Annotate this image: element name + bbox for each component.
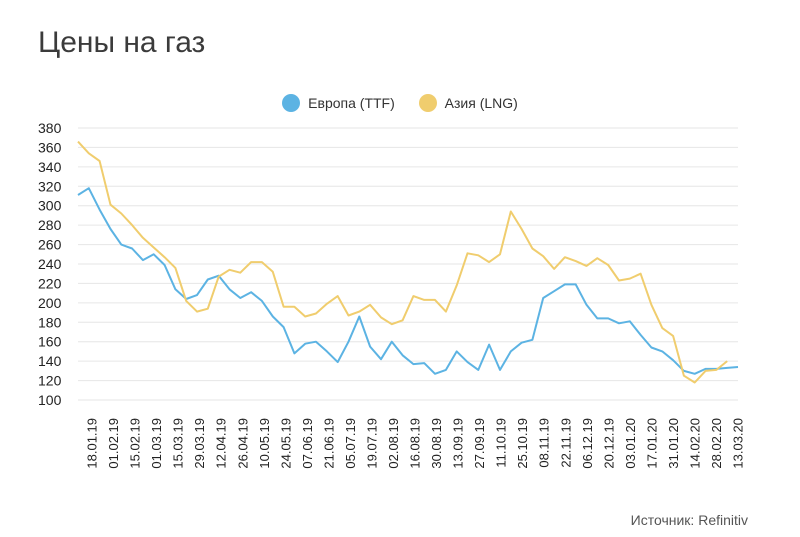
y-tick-label-260: 260 <box>38 237 62 253</box>
legend-label-europe: Европа (TTF) <box>308 95 395 111</box>
x-tick-label-16: 30.08.19 <box>429 418 444 469</box>
legend-marker-asia <box>418 94 437 112</box>
y-tick-label-300: 300 <box>38 198 62 214</box>
x-tick-label-12: 05.07.19 <box>343 418 358 469</box>
x-tick-label-7: 26.04.19 <box>235 418 250 469</box>
y-tick-label-160: 160 <box>38 334 62 350</box>
x-tick-label-17: 13.09.19 <box>451 418 466 469</box>
y-tick-label-180: 180 <box>38 314 62 330</box>
x-tick-label-14: 02.08.19 <box>386 418 401 469</box>
x-tick-label-2: 15.02.19 <box>128 418 143 469</box>
x-tick-label-26: 17.01.20 <box>644 418 659 469</box>
y-tick-label-380: 380 <box>38 120 62 136</box>
x-tick-label-6: 12.04.19 <box>214 418 229 469</box>
x-tick-label-8: 10.05.19 <box>257 418 272 469</box>
y-tick-label-200: 200 <box>38 295 62 311</box>
x-tick-label-11: 21.06.19 <box>321 418 336 469</box>
x-tick-label-18: 27.09.19 <box>472 418 487 469</box>
x-tick-label-13: 19.07.19 <box>364 418 379 469</box>
y-tick-label-340: 340 <box>38 159 62 175</box>
x-tick-label-27: 31.01.20 <box>666 418 681 469</box>
x-tick-label-28: 14.02.20 <box>687 418 702 469</box>
legend: Европа (TTF) Азия (LNG) <box>0 94 800 115</box>
legend-item-asia[interactable]: Азия (LNG) <box>418 94 518 112</box>
y-tick-label-240: 240 <box>38 256 62 272</box>
y-tick-label-220: 220 <box>38 275 62 291</box>
y-tick-label-360: 360 <box>38 139 62 155</box>
series-line-europe <box>77 187 739 375</box>
y-tick-label-120: 120 <box>38 373 62 389</box>
x-tick-label-0: 18.01.19 <box>85 418 100 469</box>
x-tick-label-19: 11.10.19 <box>494 418 509 468</box>
x-tick-label-25: 03.01.20 <box>623 418 638 469</box>
legend-label-asia: Азия (LNG) <box>444 95 518 111</box>
x-tick-label-20: 25.10.19 <box>515 418 530 469</box>
y-tick-label-140: 140 <box>38 353 62 369</box>
chart-title: Цены на газ <box>38 26 206 59</box>
x-tick-label-3: 01.03.19 <box>149 418 164 469</box>
x-tick-label-23: 06.12.19 <box>580 418 595 469</box>
x-tick-label-24: 20.12.19 <box>601 418 616 469</box>
y-tick-label-320: 320 <box>38 178 62 194</box>
y-tick-label-280: 280 <box>38 217 62 233</box>
x-tick-label-29: 28.02.20 <box>709 418 724 469</box>
legend-marker-europe <box>282 94 301 112</box>
x-tick-label-22: 22.11.19 <box>558 418 573 468</box>
x-tick-label-5: 29.03.19 <box>192 418 207 469</box>
x-tick-label-10: 07.06.19 <box>300 418 315 469</box>
y-tick-label-100: 100 <box>38 392 62 408</box>
series-line-asia <box>77 140 728 384</box>
x-tick-label-9: 24.05.19 <box>278 418 293 469</box>
x-tick-label-1: 01.02.19 <box>106 418 121 469</box>
x-tick-label-30: 13.03.20 <box>731 418 746 469</box>
x-tick-label-15: 16.08.19 <box>408 418 423 469</box>
source-note: Источник: Refinitiv <box>630 512 748 528</box>
x-tick-label-4: 15.03.19 <box>171 418 186 469</box>
legend-item-europe[interactable]: Европа (TTF) <box>282 94 395 112</box>
x-tick-label-21: 08.11.19 <box>537 418 552 468</box>
